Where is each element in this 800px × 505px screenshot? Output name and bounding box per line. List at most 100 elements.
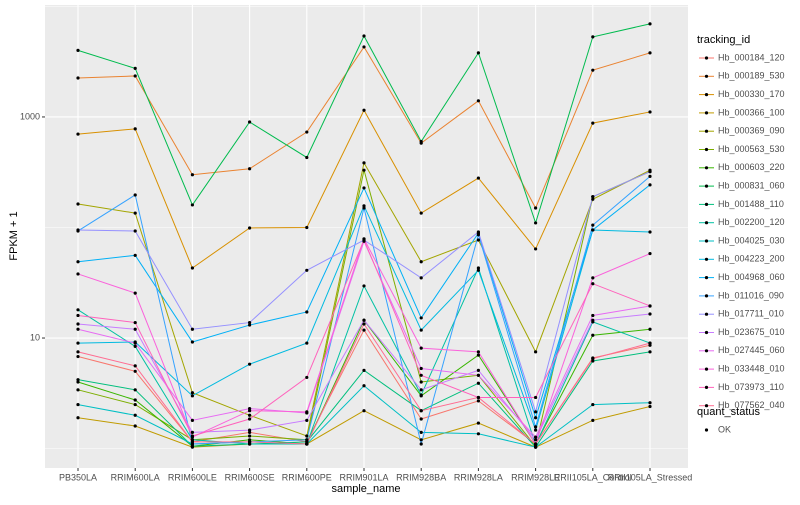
point bbox=[648, 230, 652, 234]
point bbox=[591, 276, 595, 280]
legend-title: quant_status bbox=[697, 406, 760, 418]
point bbox=[76, 354, 80, 359]
point bbox=[305, 155, 309, 160]
point bbox=[591, 195, 595, 199]
legend-key-point bbox=[704, 294, 709, 298]
point bbox=[248, 417, 252, 421]
point bbox=[419, 366, 423, 371]
x-tick-label: PB350LA bbox=[59, 472, 97, 482]
point bbox=[76, 416, 80, 420]
point bbox=[648, 110, 652, 114]
point bbox=[419, 409, 423, 413]
legend-key-point bbox=[704, 349, 709, 353]
x-axis-title: sample_name bbox=[331, 483, 400, 495]
point bbox=[190, 430, 194, 435]
point bbox=[305, 442, 309, 446]
point bbox=[133, 364, 137, 368]
point bbox=[419, 430, 423, 435]
point bbox=[419, 260, 423, 264]
point bbox=[133, 229, 137, 233]
point bbox=[591, 418, 595, 422]
point bbox=[133, 424, 137, 428]
point bbox=[76, 388, 80, 392]
legend-label: Hb_004223_200 bbox=[718, 254, 785, 264]
point bbox=[362, 204, 366, 208]
plot-panel bbox=[45, 5, 688, 468]
legend-label: Hb_004968_060 bbox=[718, 272, 785, 282]
x-tick-label: RRIM901LA bbox=[339, 472, 388, 482]
point bbox=[362, 238, 366, 242]
point bbox=[362, 161, 366, 165]
point bbox=[248, 430, 252, 435]
legend-label: Hb_004025_030 bbox=[718, 235, 785, 245]
point bbox=[190, 340, 194, 344]
legend-label: OK bbox=[718, 424, 731, 434]
legend-label: Hb_023675_010 bbox=[718, 327, 785, 337]
point bbox=[419, 346, 423, 350]
legend-title: tracking_id bbox=[697, 34, 750, 46]
point bbox=[419, 373, 423, 377]
point bbox=[534, 438, 538, 442]
point bbox=[305, 434, 309, 438]
legend-key-point bbox=[704, 404, 709, 408]
point bbox=[591, 333, 595, 337]
legend-label: Hb_000189_530 bbox=[718, 71, 785, 81]
point bbox=[476, 421, 480, 425]
point bbox=[476, 368, 480, 372]
point bbox=[476, 99, 480, 103]
point bbox=[133, 388, 137, 392]
point bbox=[305, 410, 309, 414]
point bbox=[76, 272, 80, 276]
x-tick-label: RRIM928LE bbox=[511, 472, 560, 482]
point bbox=[362, 328, 366, 332]
point bbox=[648, 174, 652, 178]
point bbox=[362, 108, 366, 112]
point bbox=[476, 268, 480, 272]
point bbox=[133, 127, 137, 131]
point bbox=[190, 394, 194, 398]
point bbox=[76, 76, 80, 80]
point bbox=[190, 444, 194, 448]
point bbox=[190, 440, 194, 444]
legend-label: Hb_027445_060 bbox=[718, 345, 785, 355]
point bbox=[534, 435, 538, 439]
legend-key-point bbox=[704, 257, 709, 261]
point bbox=[534, 428, 538, 432]
point bbox=[476, 395, 480, 400]
point bbox=[476, 373, 480, 377]
point bbox=[190, 327, 194, 331]
point bbox=[534, 350, 538, 354]
point bbox=[362, 45, 366, 49]
point bbox=[133, 413, 137, 417]
point bbox=[190, 434, 194, 438]
legend-key-point bbox=[704, 330, 709, 335]
y-axis-title: FPKM + 1 bbox=[8, 211, 20, 260]
y-tick-label: 10 bbox=[30, 332, 40, 342]
point bbox=[362, 384, 366, 388]
point bbox=[133, 211, 137, 215]
point bbox=[190, 266, 194, 270]
legend-label: Hb_000369_090 bbox=[718, 126, 785, 136]
point bbox=[648, 312, 652, 316]
point bbox=[76, 228, 80, 232]
legend-label: Hb_017711_010 bbox=[718, 309, 784, 319]
legend-label: Hb_077562_040 bbox=[718, 400, 785, 410]
point bbox=[248, 167, 252, 171]
point bbox=[534, 247, 538, 251]
legend-label: Hb_000563_530 bbox=[718, 144, 785, 154]
legend-key-point bbox=[704, 221, 709, 225]
point bbox=[362, 34, 366, 38]
legend-label: Hb_001488_110 bbox=[718, 199, 784, 209]
point bbox=[248, 413, 252, 417]
point bbox=[419, 393, 423, 397]
point bbox=[362, 206, 366, 210]
point bbox=[648, 327, 652, 331]
point bbox=[648, 304, 652, 308]
point bbox=[648, 170, 652, 174]
point bbox=[362, 409, 366, 413]
point bbox=[305, 310, 309, 314]
legend-key-point bbox=[704, 184, 709, 188]
point bbox=[76, 327, 80, 331]
point bbox=[476, 350, 480, 354]
